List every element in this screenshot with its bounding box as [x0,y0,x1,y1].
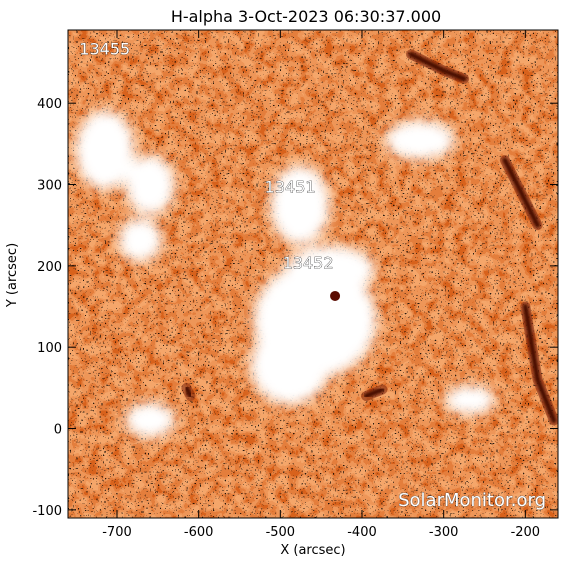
x-tick-label: -600 [184,525,214,540]
region-labels: 13455 13451 13452 [79,39,334,273]
filament [522,304,557,423]
y-axis-label: Y (arcsec) [5,243,20,308]
bright-point-layer [328,288,343,303]
y-tick-label: 300 [37,179,62,194]
x-axis-label: X (arcsec) [280,543,345,558]
y-axis: -100 0 100 200 300 400 [32,97,558,519]
y-tick-label: 100 [37,341,62,356]
plot-frame [67,29,559,519]
image-area [68,30,558,518]
chart-title: H-alpha 3-Oct-2023 06:30:37.000 [171,7,441,26]
region-label: 13451 [265,178,316,197]
filament [363,387,385,399]
bright-point-core [330,290,341,301]
filament [183,385,193,399]
filament [502,157,541,228]
y-tick-label: -100 [32,504,62,519]
y-tick-label: 400 [37,97,62,112]
x-tick-label: -700 [102,525,132,540]
watermark: SolarMonitor.org [398,490,546,511]
x-tick-label: -200 [511,525,541,540]
x-tick-label: -500 [266,525,296,540]
region-label: 13452 [283,253,334,272]
x-tick-label: -400 [347,525,377,540]
x-tick-label: -300 [429,525,459,540]
region-label: 13455 [79,39,130,58]
filament [408,51,467,82]
y-tick-label: 0 [54,423,62,438]
plage-regions [75,110,495,438]
x-axis: -700 -600 -500 -400 -300 -200 [102,30,540,540]
filament-layer [181,49,558,426]
y-tick-label: 200 [37,260,62,275]
